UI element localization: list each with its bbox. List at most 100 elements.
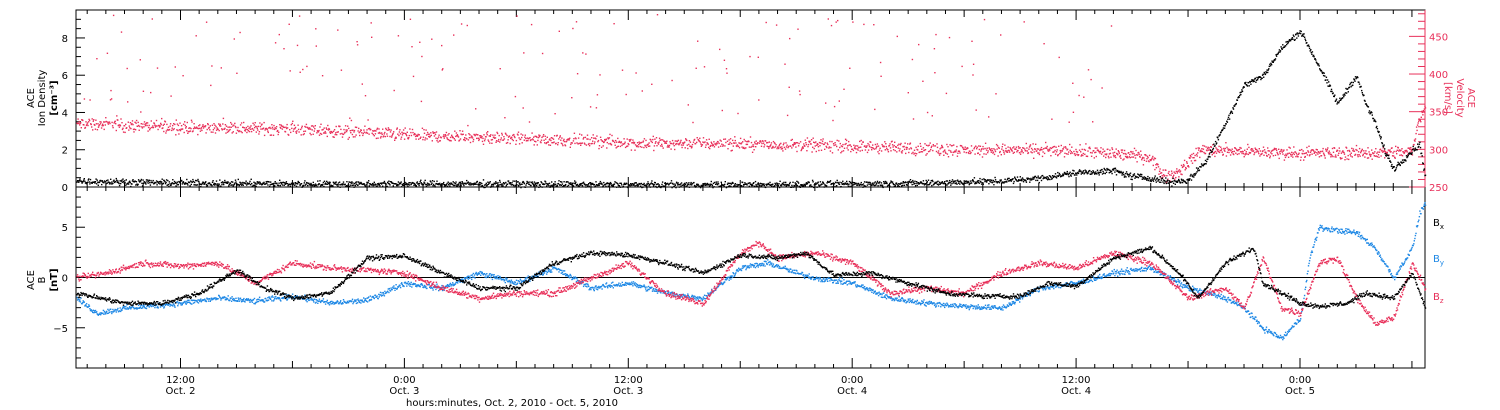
- data-point: [1078, 149, 1081, 151]
- data-point: [1188, 179, 1190, 181]
- data-point: [108, 183, 111, 185]
- data-point: [1127, 174, 1129, 176]
- data-point: [269, 126, 271, 129]
- data-point: [1226, 146, 1228, 149]
- data-point: [285, 182, 287, 184]
- data-point: [630, 138, 632, 141]
- data-point: [416, 181, 419, 183]
- data-point: [678, 144, 680, 146]
- velocity-series: [76, 14, 1427, 184]
- data-point: [145, 123, 147, 125]
- data-point: [899, 148, 901, 150]
- data-point: [1086, 155, 1089, 158]
- data-point: [549, 185, 552, 187]
- data-point: [620, 182, 622, 184]
- data-point: [926, 153, 928, 155]
- data-point: [504, 182, 506, 185]
- data-point: [551, 137, 554, 139]
- data-point: [1279, 153, 1281, 155]
- data-point: [691, 183, 693, 185]
- data-point: [108, 181, 110, 183]
- data-point: [1310, 150, 1312, 152]
- data-point: [1016, 176, 1019, 178]
- data-point: [492, 134, 494, 136]
- data-point: [113, 179, 115, 181]
- data-point: [1165, 181, 1167, 184]
- data-point: [1018, 152, 1021, 154]
- data-point: [680, 139, 682, 142]
- data-point: [773, 142, 776, 144]
- data-point: [799, 185, 801, 188]
- data-point: [459, 185, 461, 187]
- data-point: [1245, 151, 1247, 153]
- data-point: [1123, 149, 1126, 152]
- data-point: [508, 182, 510, 184]
- data-point: [200, 128, 202, 130]
- data-point: [227, 130, 230, 133]
- data-point: [781, 146, 783, 148]
- data-point: [277, 184, 280, 187]
- data-point: [1225, 142, 1227, 144]
- data-point: [1048, 178, 1050, 180]
- data-point: [1110, 170, 1113, 173]
- data-point: [389, 131, 392, 133]
- data-point: [213, 123, 215, 125]
- data-point: [638, 141, 640, 143]
- data-point: [1420, 116, 1422, 118]
- data-point: [500, 183, 503, 185]
- data-point: [1158, 181, 1161, 183]
- data-point: [430, 183, 433, 186]
- data-point: [426, 184, 428, 186]
- data-point: [121, 181, 124, 183]
- data-point: [743, 146, 745, 149]
- data-point: [1149, 159, 1151, 161]
- data-point: [721, 143, 723, 145]
- data-point: [609, 181, 612, 184]
- data-point: [870, 146, 872, 149]
- data-point: [554, 113, 556, 115]
- data-point: [1133, 147, 1136, 150]
- data-point: [505, 181, 507, 184]
- data-point: [933, 48, 936, 50]
- data-point: [606, 147, 608, 149]
- data-point: [633, 142, 635, 145]
- data-point: [144, 123, 146, 125]
- data-point: [476, 180, 478, 183]
- data-point: [787, 146, 789, 149]
- data-point: [80, 127, 82, 129]
- data-point: [372, 184, 374, 187]
- data-point: [1194, 154, 1196, 157]
- data-point: [571, 142, 573, 144]
- data-point: [224, 124, 227, 126]
- data-point: [1162, 181, 1164, 183]
- data-point: [77, 118, 79, 120]
- data-point: [588, 145, 591, 147]
- data-point: [782, 182, 784, 185]
- data-point: [223, 181, 225, 184]
- data-point: [840, 152, 842, 154]
- data-point: [1164, 181, 1166, 183]
- data-point: [979, 153, 981, 156]
- data-point: [987, 150, 989, 152]
- data-point: [441, 44, 443, 47]
- data-point: [1005, 147, 1007, 150]
- data-point: [388, 180, 390, 182]
- data-point: [178, 181, 181, 183]
- data-point: [143, 182, 145, 184]
- data-point: [1068, 151, 1070, 153]
- data-point: [151, 18, 153, 20]
- data-point: [388, 183, 391, 185]
- data-point: [151, 126, 153, 129]
- data-point: [373, 135, 375, 137]
- data-point: [934, 145, 937, 147]
- data-point: [542, 135, 544, 138]
- data-point: [1007, 177, 1009, 180]
- data-point: [723, 185, 725, 187]
- data-point: [91, 126, 93, 128]
- data-point: [1233, 150, 1235, 153]
- data-point: [105, 183, 107, 185]
- data-point: [1182, 163, 1185, 166]
- data-point: [528, 183, 531, 186]
- data-point: [289, 183, 291, 185]
- data-point: [1170, 174, 1172, 176]
